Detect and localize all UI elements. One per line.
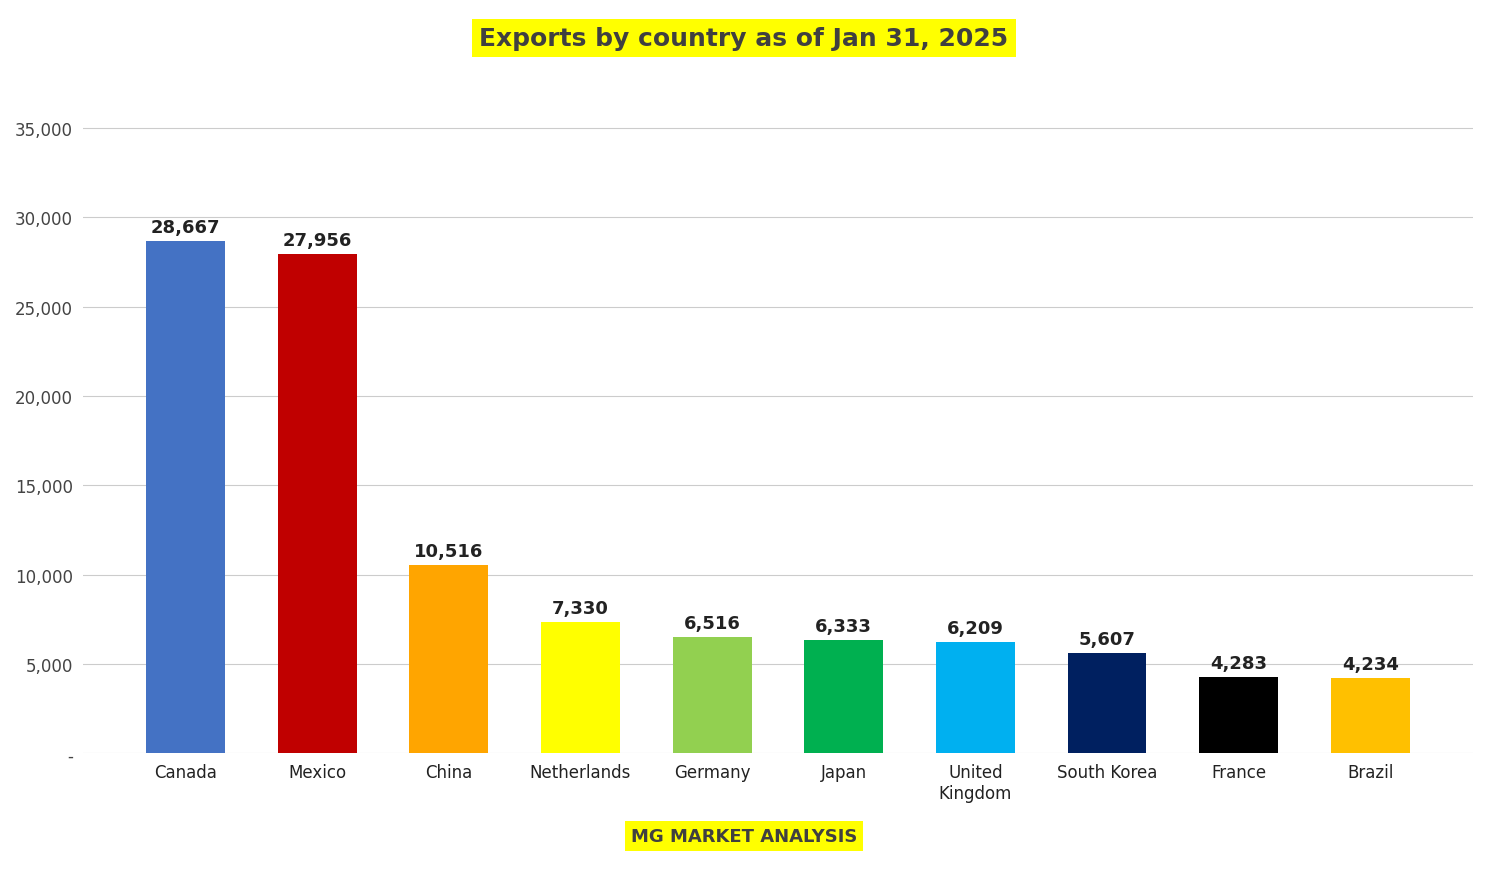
Text: 4,234: 4,234 [1342,655,1399,673]
Text: 10,516: 10,516 [414,543,484,561]
Bar [146,242,225,753]
Bar [278,255,357,753]
Bar [804,640,884,753]
Text: 28,667: 28,667 [150,219,220,237]
Text: 5,607: 5,607 [1079,630,1135,648]
Text: 27,956: 27,956 [283,232,351,249]
Bar [409,566,488,753]
Bar [1067,653,1146,753]
Text: Exports by country as of Jan 31, 2025: Exports by country as of Jan 31, 2025 [479,27,1009,51]
Text: MG MARKET ANALYSIS: MG MARKET ANALYSIS [631,827,857,845]
Bar [1330,678,1409,753]
Bar [1199,677,1278,753]
Text: 6,516: 6,516 [683,614,741,632]
Text: 6,209: 6,209 [946,620,1004,638]
Text: 4,283: 4,283 [1210,654,1268,672]
Text: 7,330: 7,330 [552,600,609,618]
Bar [936,642,1015,753]
Bar [673,637,751,753]
Text: 6,333: 6,333 [815,618,872,635]
Bar [540,622,620,753]
